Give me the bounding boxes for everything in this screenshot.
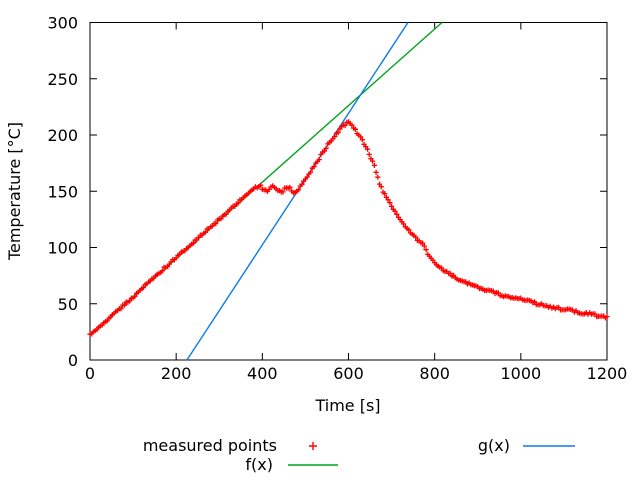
y-tick-label: 100: [47, 239, 78, 258]
legend-plus-marker-icon: [309, 442, 317, 450]
legend-label-g: g(x): [478, 436, 510, 455]
legend: measured points g(x) f(x): [143, 436, 575, 474]
y-tick-label: 200: [47, 126, 78, 145]
x-axis-title: Time [s]: [314, 396, 380, 415]
y-tick-label: 150: [47, 182, 78, 201]
legend-label-f: f(x): [245, 455, 273, 474]
y-tick-label: 0: [68, 351, 78, 370]
x-tick-label: 1200: [587, 364, 628, 383]
x-tick-label: 200: [161, 364, 192, 383]
y-axis-title: Temperature [°C]: [5, 122, 24, 261]
x-tick-label: 800: [419, 364, 450, 383]
x-tick-label: 1000: [500, 364, 541, 383]
y-tick-label: 250: [47, 70, 78, 89]
measured-points-series: [87, 119, 610, 337]
x-tick-label: 600: [333, 364, 364, 383]
legend-label-measured-points: measured points: [143, 436, 277, 455]
x-tick-label: 400: [247, 364, 278, 383]
plot-border: [89, 22, 608, 361]
y-tick-label: 300: [47, 14, 78, 33]
plot-area: 0 200 400 600 800 1000 1200 0 50 100 150 200 250 300: [47, 14, 627, 384]
x-tick-label: 0: [85, 364, 95, 383]
y-tick-label: 50: [58, 295, 78, 314]
